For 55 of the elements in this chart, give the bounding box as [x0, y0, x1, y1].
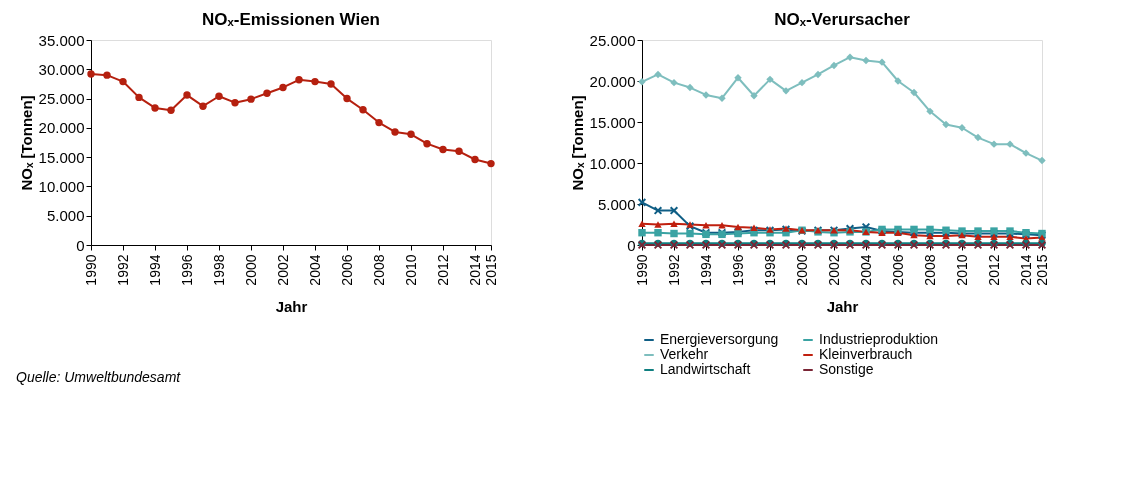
x-tick-label: 2004 — [857, 254, 874, 286]
legend-label: Landwirtschaft — [660, 361, 751, 377]
x-tick-label: 1996 — [178, 254, 195, 286]
y-tick-label: 0 — [627, 236, 636, 254]
y-tick-label: 25.000 — [589, 31, 636, 49]
y-tick-label: 30.000 — [38, 60, 85, 78]
x-tick-label: 1990 — [82, 254, 99, 286]
x-tick-label: 1992 — [665, 254, 682, 286]
x-tick-label: 1998 — [761, 254, 778, 286]
x-tick-label: 2014 — [466, 254, 483, 286]
x-tick-label: 2000 — [242, 254, 259, 286]
y-tick-label: 20.000 — [589, 72, 636, 90]
x-tick-label: 1994 — [146, 254, 163, 286]
y-tick-label: 10.000 — [38, 177, 85, 195]
y-tick-label: 15.000 — [589, 113, 636, 131]
x-axis-title: Jahr — [826, 297, 859, 315]
x-tick-label: 2004 — [306, 254, 323, 286]
x-tick-label: 1998 — [210, 254, 227, 286]
x-tick-label: 2012 — [985, 254, 1002, 286]
x-tick-label: 2008 — [370, 254, 387, 286]
x-tick-label: 2002 — [825, 254, 842, 286]
chart-title: NOₓ-Emissionen Wien — [202, 10, 380, 29]
legend-label: Kleinverbrauch — [819, 346, 913, 362]
y-tick-label: 20.000 — [38, 119, 85, 137]
y-tick-label: 25.000 — [38, 90, 85, 108]
chart-title: NOₓ-Verursacher — [774, 10, 911, 29]
x-tick-label: 1990 — [633, 254, 650, 286]
legend-label: Verkehr — [660, 346, 709, 362]
legend-label: Energieversorgung — [660, 331, 779, 347]
x-tick-label: 1994 — [697, 254, 714, 286]
y-tick-label: 10.000 — [589, 154, 636, 172]
x-tick-label: 2015 — [482, 254, 499, 286]
x-tick-label: 1996 — [729, 254, 746, 286]
x-tick-label: 2012 — [434, 254, 451, 286]
y-axis-title: NOₓ [Tonnen] — [17, 95, 35, 191]
y-tick-label: 35.000 — [38, 31, 85, 49]
y-tick-label: 5.000 — [597, 195, 636, 213]
source-note: Quelle: Umweltbundesamt — [16, 369, 182, 385]
x-tick-label: 2006 — [889, 254, 906, 286]
x-tick-label: 2006 — [338, 254, 355, 286]
x-tick-label: 2010 — [953, 254, 970, 286]
x-tick-label: 2000 — [793, 254, 810, 286]
y-tick-label: 5.000 — [46, 207, 85, 225]
legend-label: Sonstige — [819, 361, 874, 377]
legend-label: Industrieproduktion — [819, 331, 939, 347]
y-tick-label: 15.000 — [38, 148, 85, 166]
x-tick-label: 2014 — [1017, 254, 1034, 286]
y-axis-title: NOₓ [Tonnen] — [568, 95, 586, 191]
x-tick-label: 2010 — [402, 254, 419, 286]
y-tick-label: 0 — [76, 236, 85, 254]
x-tick-label: 2002 — [274, 254, 291, 286]
x-axis-title: Jahr — [275, 297, 308, 315]
x-tick-label: 2008 — [921, 254, 938, 286]
x-tick-label: 1992 — [114, 254, 131, 286]
x-tick-label: 2015 — [1033, 254, 1050, 286]
